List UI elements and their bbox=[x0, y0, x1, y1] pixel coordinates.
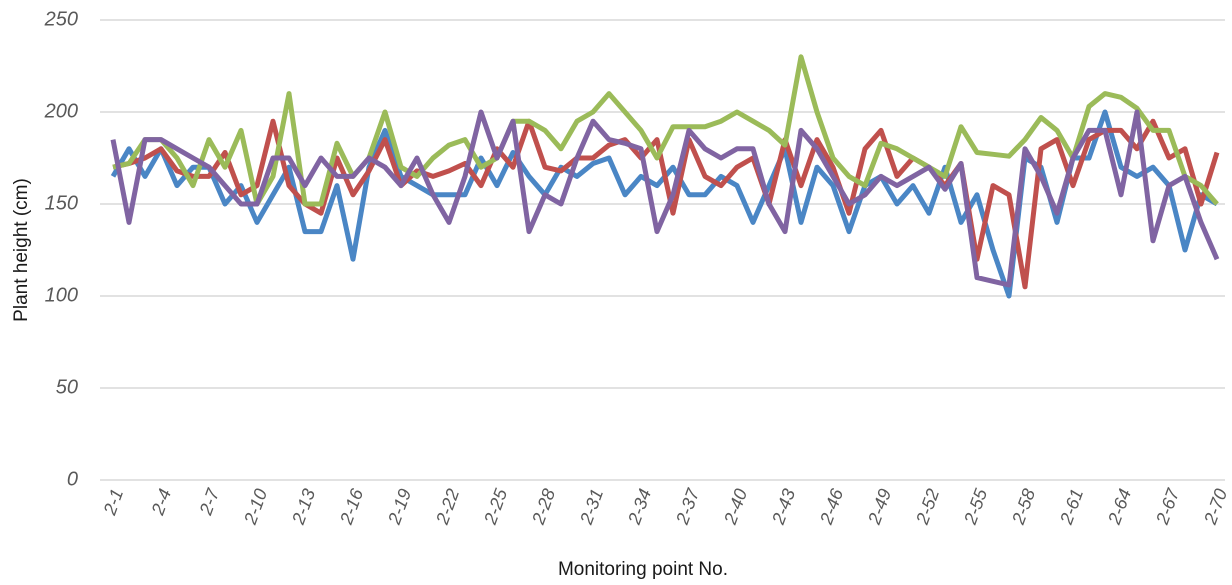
x-tick-label: 2-34 bbox=[624, 486, 655, 528]
x-tick-label: 2-22 bbox=[432, 486, 463, 528]
y-tick-label: 250 bbox=[44, 8, 78, 30]
series-line bbox=[112, 54, 1219, 207]
x-tick-label: 2-49 bbox=[864, 486, 895, 528]
series-line bbox=[110, 109, 1220, 288]
x-tick-label: 2-70 bbox=[1200, 486, 1231, 528]
x-tick-label: 2-19 bbox=[384, 486, 415, 528]
x-axis-title: Monitoring point No. bbox=[558, 559, 728, 580]
y-axis-title: Plant height (cm) bbox=[11, 178, 32, 322]
series-line bbox=[112, 118, 1220, 290]
x-tick-label: 2-1 bbox=[99, 486, 127, 518]
x-tick-label: 2-67 bbox=[1152, 485, 1184, 528]
x-tick-label: 2-40 bbox=[720, 486, 751, 528]
x-tick-label: 2-4 bbox=[147, 486, 175, 518]
x-tick-label: 2-61 bbox=[1056, 486, 1087, 528]
y-tick-label: 150 bbox=[45, 192, 78, 214]
x-tick-label: 2-28 bbox=[528, 486, 559, 528]
x-tick-label: 2-13 bbox=[288, 486, 319, 528]
x-tick-label: 2-10 bbox=[240, 486, 271, 528]
x-tick-label: 2-46 bbox=[816, 485, 848, 528]
x-tick-label: 2-7 bbox=[195, 485, 223, 518]
x-tick-label: 2-58 bbox=[1008, 486, 1039, 528]
x-tick-label: 2-31 bbox=[576, 486, 607, 528]
x-tick-label: 2-52 bbox=[912, 486, 943, 528]
x-tick-label: 2-55 bbox=[960, 485, 992, 528]
y-tick-label: 200 bbox=[44, 100, 78, 122]
y-tick-label: 50 bbox=[56, 376, 78, 398]
y-tick-label: 0 bbox=[67, 468, 78, 490]
y-tick-label: 100 bbox=[45, 284, 78, 306]
x-tick-label: 2-25 bbox=[480, 485, 512, 528]
x-tick-label: 2-43 bbox=[768, 486, 799, 528]
x-tick-label: 2-37 bbox=[672, 485, 704, 528]
x-tick-label: 2-64 bbox=[1104, 486, 1135, 528]
x-tick-label: 2-16 bbox=[336, 485, 368, 528]
